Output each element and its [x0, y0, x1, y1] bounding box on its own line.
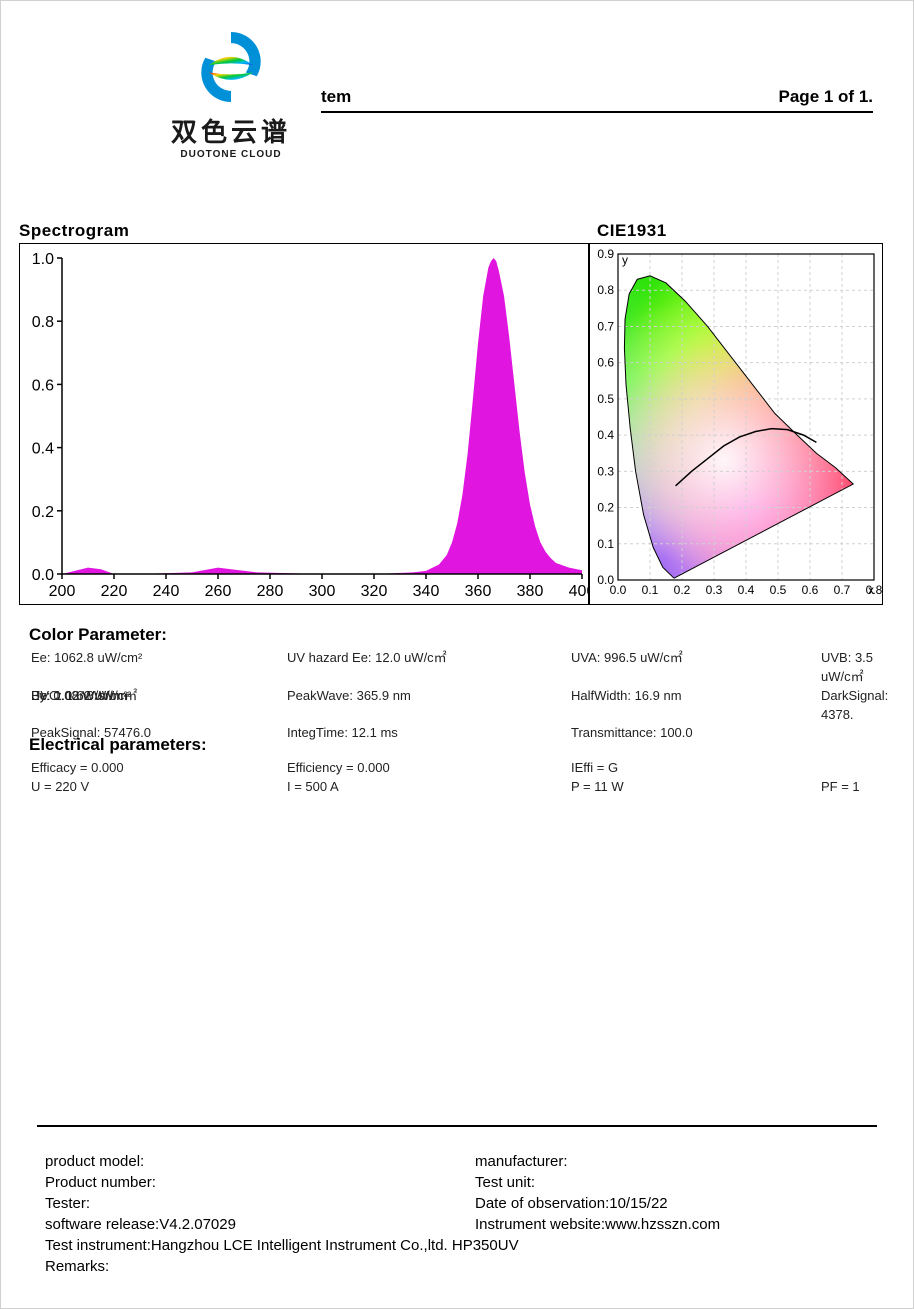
param-cell: IEffi = G — [571, 759, 821, 778]
footer-field: Instrument website:www.hzsszn.com — [475, 1214, 877, 1235]
svg-text:0.8: 0.8 — [32, 314, 54, 331]
svg-text:0.5: 0.5 — [597, 392, 614, 406]
svg-text:0.3: 0.3 — [597, 464, 614, 478]
svg-text:200: 200 — [49, 583, 76, 600]
electrical-section: Electrical parameters: Efficacy = 0.000E… — [29, 735, 903, 797]
header-page: Page 1 of 1. — [779, 87, 873, 107]
svg-text:0.4: 0.4 — [32, 441, 54, 458]
param-cell: Ee: 1062.8 uW/cm² — [31, 649, 287, 687]
footer-field: Product number: — [45, 1172, 475, 1193]
param-cell: U = 220 V — [31, 778, 287, 797]
footer-field: Date of observation:10/15/22 — [475, 1193, 877, 1214]
footer-field: product model: — [45, 1151, 475, 1172]
param-overlap-text: By: 0.08 W/sr/m² — [31, 687, 128, 706]
footer-field: software release:V4.2.07029 — [45, 1214, 475, 1235]
electrical-grid: Efficacy = 0.000Efficiency = 0.000IEffi … — [31, 759, 903, 797]
svg-text:340: 340 — [413, 583, 440, 600]
svg-text:300: 300 — [309, 583, 336, 600]
spectrogram-col: Spectrogram 0.0 0.2 0.4 0.6 0.8 1.0 200 220 240 2… — [19, 221, 589, 605]
svg-text:0.9: 0.9 — [597, 247, 614, 261]
svg-text:0.2: 0.2 — [32, 504, 54, 521]
svg-text:360: 360 — [465, 583, 492, 600]
spectrogram-frame: 0.0 0.2 0.4 0.6 0.8 1.0 200 220 240 260 280 300 320 3… — [19, 243, 589, 605]
param-cell: UV hazard Ee: 12.0 uW/c㎡ — [287, 649, 571, 687]
svg-text:0.5: 0.5 — [770, 583, 787, 597]
param-cell — [821, 759, 903, 778]
color-parameter-section: Color Parameter: Ee: 1062.8 uW/cm²UV haz… — [29, 625, 903, 743]
header-bar: tem Page 1 of 1. — [321, 87, 873, 113]
svg-text:0.0: 0.0 — [32, 567, 54, 584]
logo-block: 双色云谱 DUOTONE CLOUD — [141, 21, 321, 160]
footer-remarks: Remarks: — [45, 1256, 877, 1277]
param-cell: Efficiency = 0.000 — [287, 759, 571, 778]
cie-title: CIE1931 — [597, 221, 883, 241]
svg-text:320: 320 — [361, 583, 388, 600]
param-cell: HalfWidth: 16.9 nm — [571, 687, 821, 725]
svg-text:x: x — [868, 583, 874, 597]
param-cell: PeakWave: 365.9 nm — [287, 687, 571, 725]
cie-col: CIE1931 0.00.10.20.30.40.50.60.70.80.00.… — [589, 221, 883, 605]
svg-text:0.7: 0.7 — [597, 319, 614, 333]
param-cell: Efficacy = 0.000 — [31, 759, 287, 778]
svg-text:220: 220 — [101, 583, 128, 600]
logo-text-en: DUOTONE CLOUD — [141, 149, 321, 160]
electrical-heading: Electrical parameters: — [29, 735, 903, 755]
svg-text:0.1: 0.1 — [597, 537, 614, 551]
svg-text:400: 400 — [569, 583, 588, 600]
charts-row: Spectrogram 0.0 0.2 0.4 0.6 0.8 1.0 200 220 240 2… — [19, 221, 895, 605]
svg-text:280: 280 — [257, 583, 284, 600]
svg-text:380: 380 — [517, 583, 544, 600]
spectrogram-chart: 0.0 0.2 0.4 0.6 0.8 1.0 200 220 240 260 280 300 320 3… — [20, 244, 588, 604]
svg-text:0.8: 0.8 — [597, 283, 614, 297]
svg-text:0.2: 0.2 — [597, 501, 614, 515]
svg-text:0.6: 0.6 — [802, 583, 819, 597]
cie1931-chart: 0.00.10.20.30.40.50.60.70.80.00.10.20.30… — [590, 244, 882, 604]
svg-text:0.1: 0.1 — [642, 583, 659, 597]
svg-text:1.0: 1.0 — [32, 251, 54, 268]
param-cell: DarkSignal: 4378. — [821, 687, 903, 725]
spectrogram-title: Spectrogram — [19, 221, 589, 241]
svg-text:0.6: 0.6 — [597, 356, 614, 370]
param-cell: P = 11 W — [571, 778, 821, 797]
svg-text:0.4: 0.4 — [738, 583, 755, 597]
color-parameter-grid: Ee: 1062.8 uW/cm²UV hazard Ee: 12.0 uW/c… — [31, 649, 903, 743]
color-parameter-heading: Color Parameter: — [29, 625, 903, 645]
footer-instrument: Test instrument:Hangzhou LCE Intelligent… — [45, 1235, 877, 1256]
svg-text:0.6: 0.6 — [32, 377, 54, 394]
logo-text-zh: 双色云谱 — [141, 112, 321, 149]
footer-field: Tester: — [45, 1193, 475, 1214]
svg-text:0.4: 0.4 — [597, 428, 614, 442]
header-left: tem — [321, 87, 351, 107]
footer-columns: product model:manufacturer:Product numbe… — [45, 1151, 877, 1235]
cie-frame: 0.00.10.20.30.40.50.60.70.80.00.10.20.30… — [589, 243, 883, 605]
param-cell: UVB: 3.5 uW/c㎡ — [821, 649, 903, 687]
svg-text:y: y — [622, 253, 628, 267]
param-cell: Ee: 1.02n8W/cm²UVC: 1.62 uW/c㎡By: 0.08 W… — [31, 687, 287, 705]
footer-field: manufacturer: — [475, 1151, 877, 1172]
footer-field: Test unit: — [475, 1172, 877, 1193]
svg-text:0.2: 0.2 — [674, 583, 691, 597]
param-cell: PF = 1 — [821, 778, 903, 797]
param-cell: I = 500 A — [287, 778, 571, 797]
duotone-cloud-logo-icon — [185, 21, 277, 113]
svg-text:0.3: 0.3 — [706, 583, 723, 597]
footer-block: product model:manufacturer:Product numbe… — [45, 1151, 877, 1277]
svg-text:0.0: 0.0 — [597, 573, 614, 587]
param-cell: UVA: 996.5 uW/c㎡ — [571, 649, 821, 687]
footer-separator — [37, 1125, 877, 1127]
svg-text:260: 260 — [205, 583, 232, 600]
svg-text:0.7: 0.7 — [834, 583, 851, 597]
svg-text:240: 240 — [153, 583, 180, 600]
